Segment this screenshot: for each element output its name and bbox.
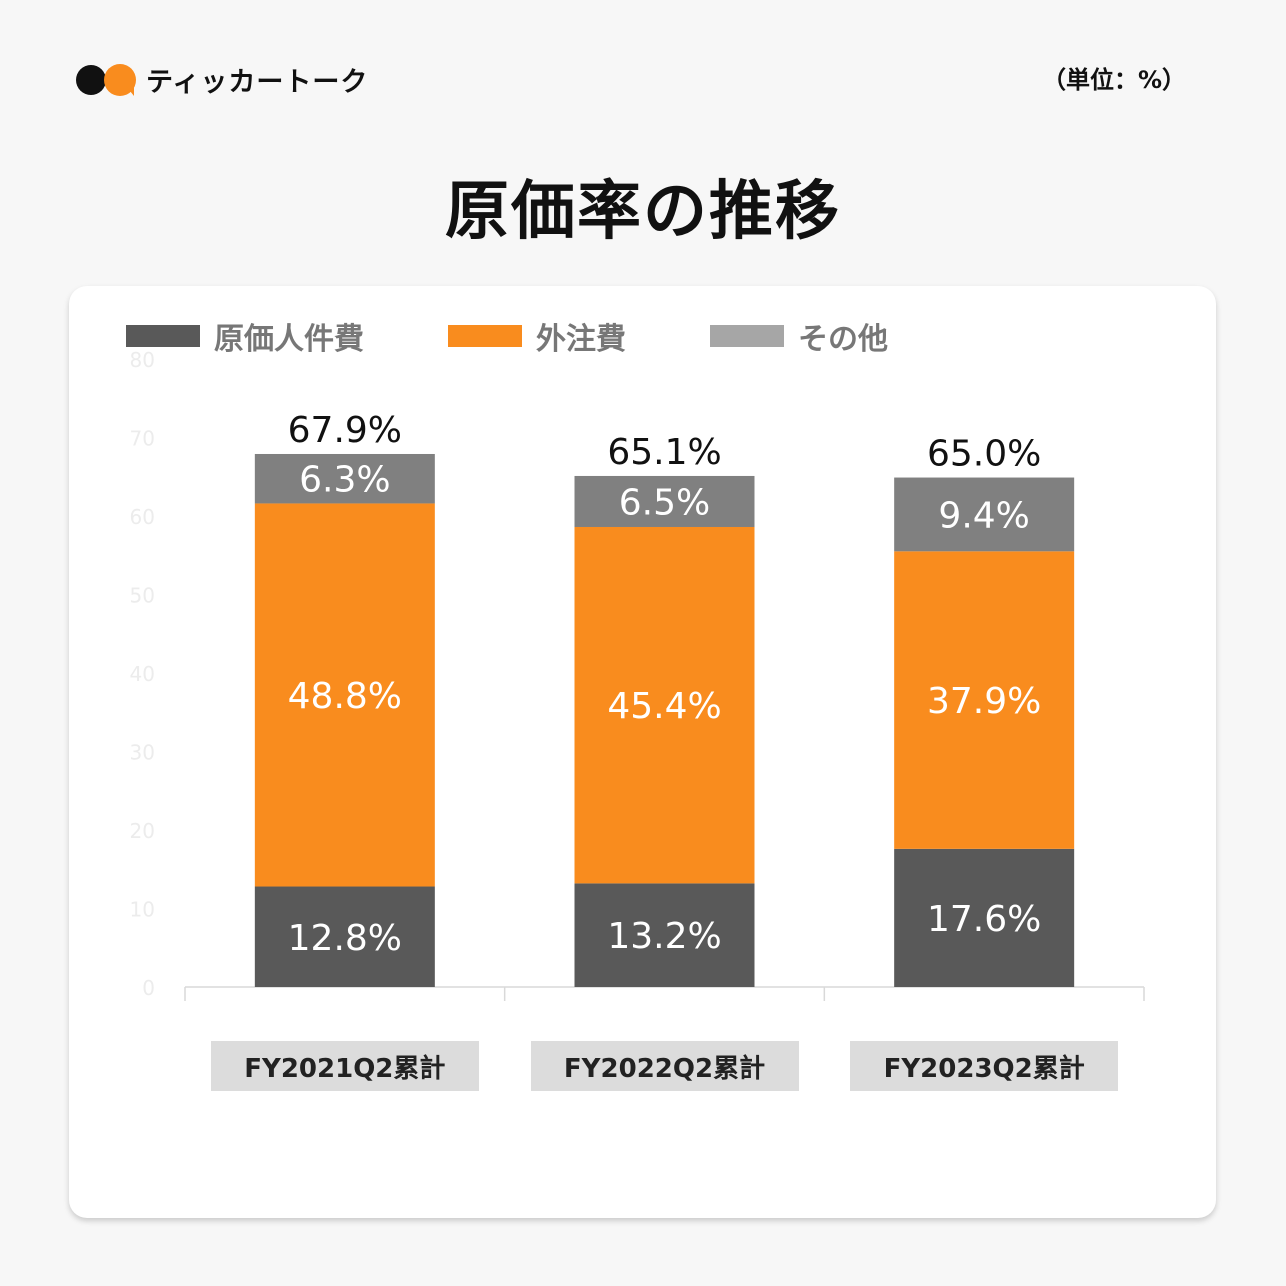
data-label-outsourcing: 48.8% bbox=[288, 676, 402, 717]
y-tick-label: 70 bbox=[130, 427, 155, 451]
brand-name: ティッカートーク bbox=[146, 67, 369, 98]
y-tick-label: 40 bbox=[130, 662, 155, 686]
x-category-label: FY2023Q2累計 bbox=[850, 1041, 1119, 1091]
y-tick-label: 0 bbox=[142, 976, 155, 1000]
bar-segment-labor bbox=[894, 848, 1075, 987]
bar-segment-labor bbox=[254, 886, 435, 987]
legend-item-labor: 原価人件費 bbox=[126, 314, 364, 358]
legend-label-outsourcing: 外注費 bbox=[536, 322, 626, 357]
bar-segment-labor bbox=[574, 883, 755, 987]
total-label: 67.9% bbox=[288, 410, 402, 451]
brand: ティッカートーク bbox=[76, 60, 368, 99]
data-label-other: 9.4% bbox=[938, 495, 1029, 536]
y-tick-label: 80 bbox=[130, 348, 155, 372]
stacked-bar-chart: 0 10 20 30 40 50 60 70 80 12.8% 48.8% 6.3% 67.9% 13.2… bbox=[130, 348, 1145, 1001]
data-label-other: 6.3% bbox=[299, 460, 390, 501]
y-tick-label: 30 bbox=[130, 741, 155, 765]
page-title: 原価率の推移 bbox=[445, 175, 841, 249]
x-category-label: FY2021Q2累計 bbox=[210, 1041, 479, 1091]
legend-swatch-other bbox=[710, 325, 784, 347]
legend-swatch-labor bbox=[126, 325, 200, 347]
legend-label-other: その他 bbox=[798, 322, 888, 357]
data-label-outsourcing: 45.4% bbox=[607, 686, 721, 727]
bar-segment-outsourcing bbox=[574, 526, 755, 884]
chart-card: 原価人件費 外注費 その他 0 10 20 30 40 50 60 70 80 12.8% 48.8… bbox=[69, 286, 1216, 1218]
total-label: 65.1% bbox=[607, 432, 721, 473]
data-label-labor: 13.2% bbox=[607, 916, 721, 957]
y-tick-label: 50 bbox=[130, 584, 155, 608]
legend-label-labor: 原価人件費 bbox=[214, 322, 364, 357]
x-category-label: FY2022Q2累計 bbox=[530, 1041, 799, 1091]
bar-segment-outsourcing bbox=[894, 551, 1075, 849]
chart-legend: 原価人件費 外注費 その他 bbox=[126, 314, 972, 358]
bar-segment-other bbox=[894, 477, 1075, 552]
y-tick-label: 20 bbox=[130, 819, 155, 843]
total-label: 65.0% bbox=[927, 434, 1041, 475]
brand-logo-icon bbox=[76, 62, 136, 98]
bar-segment-other bbox=[574, 475, 755, 527]
y-tick-label: 60 bbox=[130, 505, 155, 529]
unit-label: （単位：%） bbox=[1041, 66, 1186, 94]
legend-item-other: その他 bbox=[710, 314, 888, 358]
bar-segment-other bbox=[254, 453, 435, 504]
legend-item-outsourcing: 外注費 bbox=[448, 314, 626, 358]
data-label-other: 6.5% bbox=[619, 482, 710, 523]
data-label-outsourcing: 37.9% bbox=[927, 681, 1041, 722]
y-tick-label: 10 bbox=[130, 898, 155, 922]
data-label-labor: 17.6% bbox=[927, 899, 1041, 940]
legend-swatch-outsourcing bbox=[448, 325, 522, 347]
bar-segment-outsourcing bbox=[254, 503, 435, 887]
data-label-labor: 12.8% bbox=[288, 918, 402, 959]
